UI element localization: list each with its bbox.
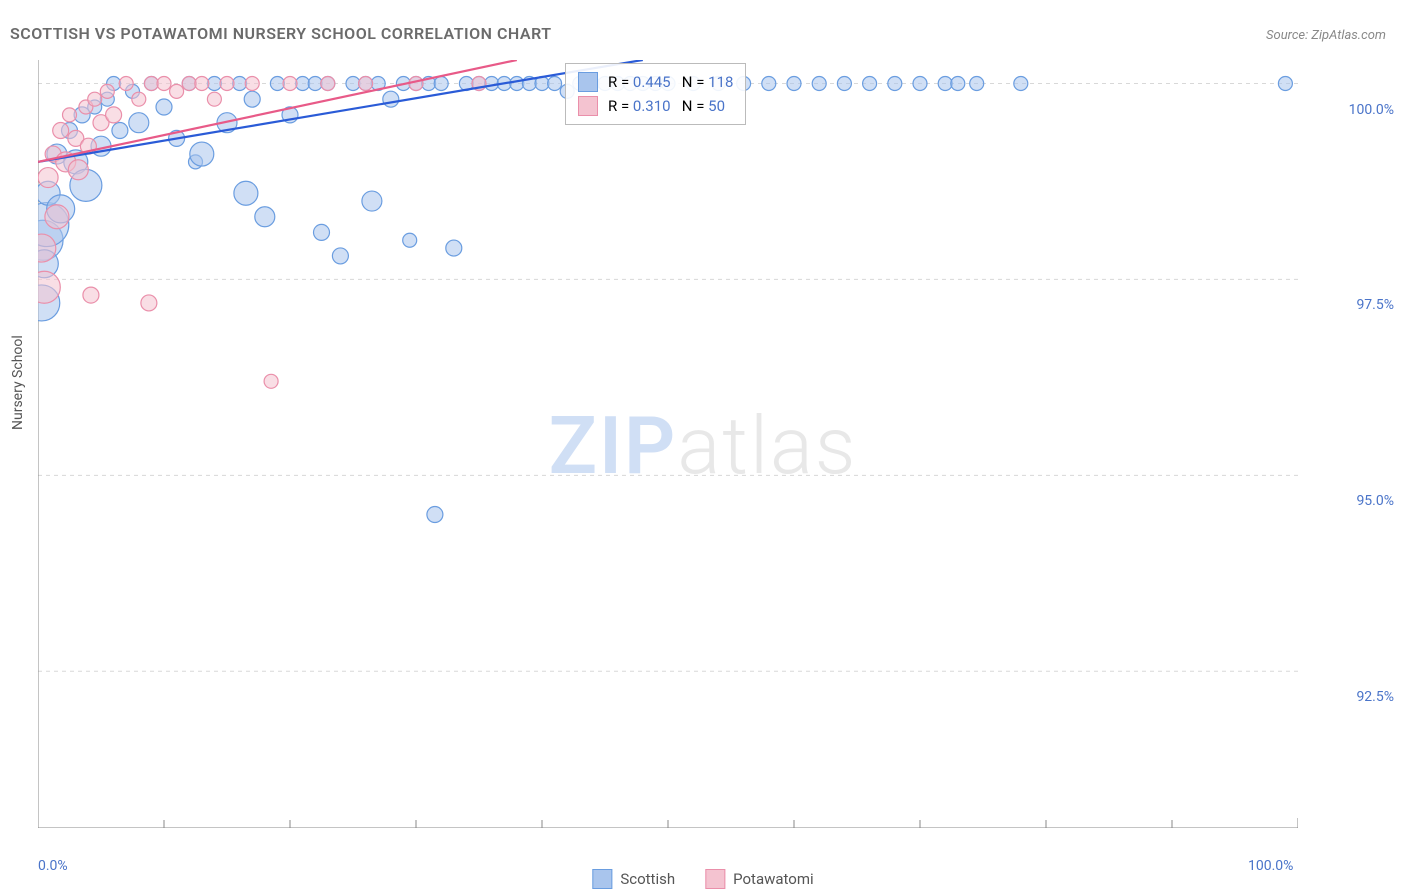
scatter-point [332, 248, 348, 264]
scatter-point [100, 84, 114, 98]
scatter-point [446, 240, 462, 256]
scatter-point [951, 77, 965, 91]
y-tick-label: 100.0% [1349, 102, 1394, 118]
scatter-point [132, 92, 146, 106]
scatter-point [207, 77, 221, 91]
scatter-point [434, 77, 448, 91]
x-tick-label: 0.0% [38, 858, 68, 874]
scatter-point [156, 99, 172, 115]
correlation-legend: R = 0.445 N = 118 R = 0.310 N = 50 [565, 63, 746, 125]
scatter-point [129, 113, 149, 133]
scatter-point [863, 77, 877, 91]
scatter-point [144, 77, 158, 91]
scatter-point [233, 77, 247, 91]
scatter-point [264, 374, 278, 388]
scatter-point [68, 160, 88, 180]
scatter-point [83, 287, 99, 303]
scatter-point [427, 507, 443, 523]
scatter-point [308, 77, 322, 91]
scatter-point [270, 77, 284, 91]
scatter-point [403, 233, 417, 247]
scatter-point [207, 92, 221, 106]
scatter-point [970, 77, 984, 91]
scatter-point [913, 77, 927, 91]
y-axis-label: Nursery School [10, 335, 26, 430]
scatter-point [255, 207, 275, 227]
plot-area [38, 60, 1298, 828]
legend-label: Potawatomi [733, 870, 814, 888]
scatter-point [112, 123, 128, 139]
series-legend: Scottish Potawatomi [592, 869, 813, 889]
legend-text: R = 0.310 N = 50 [608, 97, 725, 115]
y-tick-label: 95.0% [1356, 493, 1394, 509]
scatter-point [45, 205, 69, 229]
source-label: Source: ZipAtlas.com [1266, 28, 1386, 43]
scatter-point [88, 92, 102, 106]
scatter-point [321, 77, 335, 91]
scatter-point [812, 77, 826, 91]
scatter-point [245, 77, 259, 91]
scatter-point [296, 77, 310, 91]
chart-container: SCOTTISH VS POTAWATOMI NURSERY SCHOOL CO… [0, 0, 1406, 892]
legend-row: R = 0.310 N = 50 [578, 94, 733, 118]
scatter-point [244, 91, 260, 107]
legend-label: Scottish [620, 870, 675, 888]
scatter-point [283, 77, 297, 91]
legend-item: Potawatomi [705, 869, 814, 889]
scatter-point [234, 181, 258, 205]
scatter-point [762, 77, 776, 91]
scatter-point [837, 77, 851, 91]
legend-swatch-icon [592, 869, 612, 889]
scatter-point [548, 77, 562, 91]
scatter-point [314, 224, 330, 240]
legend-row: R = 0.445 N = 118 [578, 70, 733, 94]
scatter-point [53, 123, 69, 139]
scatter-point [190, 142, 214, 166]
legend-swatch-icon [578, 96, 598, 116]
legend-text: R = 0.445 N = 118 [608, 73, 733, 91]
chart-title: SCOTTISH VS POTAWATOMI NURSERY SCHOOL CO… [10, 24, 552, 43]
scatter-point [510, 77, 524, 91]
scatter-point [157, 77, 171, 91]
legend-swatch-icon [578, 72, 598, 92]
scatter-point [359, 77, 373, 91]
scatter-point [938, 77, 952, 91]
scatter-point [346, 77, 360, 91]
x-tick-label: 100.0% [1248, 858, 1293, 874]
trend-line [38, 60, 643, 162]
scatter-point [63, 108, 77, 122]
y-tick-label: 92.5% [1356, 689, 1394, 705]
scatter-point [170, 84, 184, 98]
scatter-point [362, 191, 382, 211]
scatter-point [182, 77, 196, 91]
scatter-point [1014, 77, 1028, 91]
scatter-point [119, 77, 133, 91]
scatter-point [485, 77, 499, 91]
scatter-point [195, 77, 209, 91]
scatter-point [38, 168, 58, 188]
legend-item: Scottish [592, 869, 675, 889]
y-tick-label: 97.5% [1356, 297, 1394, 313]
scatter-point [141, 295, 157, 311]
scatter-point [1278, 77, 1292, 91]
legend-swatch-icon [705, 869, 725, 889]
scatter-point [106, 107, 122, 123]
scatter-point [383, 91, 399, 107]
scatter-point [888, 77, 902, 91]
scatter-point [787, 77, 801, 91]
scatter-point [220, 77, 234, 91]
